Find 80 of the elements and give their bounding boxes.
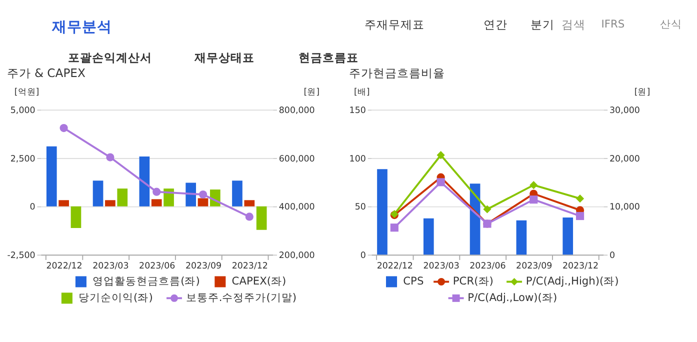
bar	[70, 206, 82, 228]
bar	[377, 169, 388, 255]
chart-title: 주가현금흐름비율	[348, 66, 445, 80]
y2-tick-label: 20,000	[610, 154, 640, 164]
legend-label: P/C(Adj.,High)(좌)	[526, 274, 619, 288]
bar	[92, 180, 104, 206]
y2-tick-label: 10,000	[610, 202, 640, 213]
point	[483, 205, 492, 214]
bar	[423, 218, 434, 255]
x-tick-label: 2023/06	[470, 262, 506, 272]
y-tick-label: 50	[354, 202, 366, 213]
bar	[58, 200, 69, 206]
point	[106, 153, 114, 162]
y-tick-label: 2,500	[10, 154, 36, 164]
y2-axis-title: [원]	[304, 88, 320, 98]
text: 산식	[660, 17, 682, 30]
bar	[139, 156, 150, 206]
y-axis-title: [배]	[354, 88, 370, 98]
bar	[186, 182, 196, 206]
bar	[232, 180, 242, 206]
text: 재무상태표	[193, 50, 254, 64]
y-tick-label: 5,000	[10, 106, 36, 116]
bar	[105, 200, 116, 206]
point	[576, 212, 584, 220]
point	[198, 190, 208, 199]
x-tick-label: 2022/12	[376, 262, 413, 272]
legend-label: CAPEX(좌)	[232, 274, 286, 288]
point	[245, 212, 254, 221]
chart-title: 주가 & CAPEX	[6, 66, 86, 80]
text: 현금흐름표	[298, 50, 359, 64]
point	[436, 151, 445, 160]
text: 검색	[561, 17, 586, 32]
y-tick-label: 0	[30, 202, 36, 213]
legend-label: 당기순이익(좌)	[78, 291, 153, 304]
bar	[562, 217, 574, 255]
text: 재무분석	[51, 19, 112, 36]
y-axis-title: [억원]	[14, 88, 40, 98]
point	[390, 224, 398, 232]
bar	[256, 206, 267, 230]
legend-label: 보통주.수정주가(기말)	[186, 291, 297, 304]
bar	[117, 188, 128, 206]
point	[576, 194, 584, 203]
y2-tick-label: 30,000	[610, 106, 640, 116]
y2-tick-label: 800,000	[278, 106, 315, 116]
y2-axis-title: [원]	[634, 88, 650, 98]
bar	[198, 198, 208, 206]
y2-tick-label: 400,000	[278, 202, 315, 213]
y2-tick-label: 200,000	[278, 251, 315, 262]
x-tick-label: 2022/12	[46, 262, 82, 272]
x-tick-label: 2023/09	[516, 262, 552, 272]
legend-label: 영업활동현금흐름(좌)	[92, 274, 200, 288]
x-tick-label: 2023/03	[423, 262, 460, 272]
bar	[151, 199, 162, 206]
text: 연간	[483, 17, 508, 32]
point	[152, 188, 161, 196]
bar	[516, 220, 527, 255]
bar	[244, 200, 255, 206]
x-tick-label: 2023/12	[562, 262, 599, 272]
y2-tick-label: 600,000	[278, 154, 315, 164]
point	[530, 196, 538, 204]
point	[530, 181, 538, 190]
text: IFRS	[601, 17, 625, 30]
legend-label: P/C(Adj.,Low)(좌)	[468, 291, 558, 304]
y2-tick-label: 0	[610, 251, 616, 262]
legend-label: PCR(좌)	[452, 274, 494, 288]
point	[60, 124, 68, 132]
text: 주재무제표	[364, 17, 424, 32]
y-tick-label: 0	[360, 251, 366, 262]
y-tick-label: -2,500	[7, 251, 36, 262]
y-tick-label: 150	[349, 106, 366, 116]
text: 분기	[530, 17, 555, 32]
x-tick-label: 2023/03	[92, 262, 129, 272]
x-tick-label: 2023/12	[232, 262, 268, 272]
y-tick-label: 100	[349, 154, 366, 164]
point	[436, 178, 445, 186]
legend-label: CPS	[403, 274, 424, 288]
text: 포괄손익계산서	[68, 50, 152, 64]
bar	[46, 146, 57, 206]
x-tick-label: 2023/09	[185, 262, 222, 272]
x-tick-label: 2023/06	[139, 262, 176, 272]
